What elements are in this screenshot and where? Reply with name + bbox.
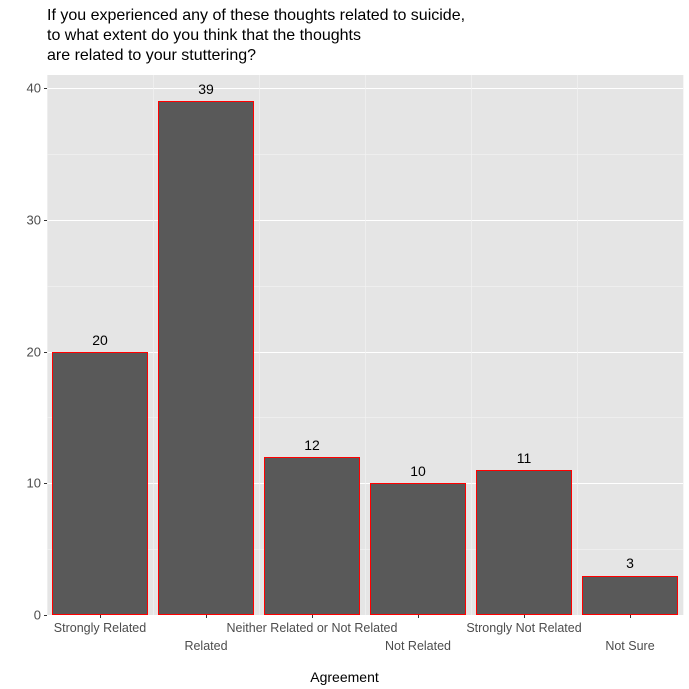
plot-area [47,75,683,615]
bar-value-label: 20 [92,332,108,348]
y-tick-label: 10 [27,476,41,491]
bar [476,470,571,615]
chart-title: If you experienced any of these thoughts… [47,6,465,66]
vgridline-minor [683,75,684,615]
vgridline-minor [365,75,366,615]
vgridline-minor [47,75,48,615]
y-tick-mark [44,615,47,616]
x-tick-label: Not Related [385,639,451,653]
bar-chart: If you experienced any of these thoughts… [0,0,689,689]
x-tick-mark [312,615,313,618]
bar-value-label: 39 [198,81,214,97]
bar-value-label: 3 [626,555,634,571]
y-tick-mark [44,352,47,353]
vgridline-minor [577,75,578,615]
vgridline-minor [259,75,260,615]
bar [158,101,253,615]
bar-value-label: 11 [517,450,532,466]
bar [52,352,147,615]
x-tick-label: Related [184,639,227,653]
y-tick-mark [44,220,47,221]
x-tick-mark [100,615,101,618]
x-tick-mark [206,615,207,618]
y-tick-mark [44,88,47,89]
x-tick-label: Neither Related or Not Related [227,621,398,635]
vgridline-minor [153,75,154,615]
bar [582,576,677,616]
x-tick-label: Strongly Related [54,621,146,635]
x-tick-label: Strongly Not Related [466,621,581,635]
gridline-major [47,615,683,616]
bar-value-label: 12 [304,437,320,453]
x-axis-label: Agreement [310,669,378,685]
x-tick-mark [418,615,419,618]
vgridline-minor [471,75,472,615]
y-tick-label: 30 [27,212,41,227]
bar [264,457,359,615]
x-tick-mark [630,615,631,618]
x-tick-label: Not Sure [605,639,654,653]
bar [370,483,465,615]
y-tick-label: 20 [27,344,41,359]
y-tick-label: 40 [27,81,41,96]
x-tick-mark [524,615,525,618]
y-tick-label: 0 [34,608,41,623]
y-tick-mark [44,483,47,484]
bar-value-label: 10 [410,463,426,479]
